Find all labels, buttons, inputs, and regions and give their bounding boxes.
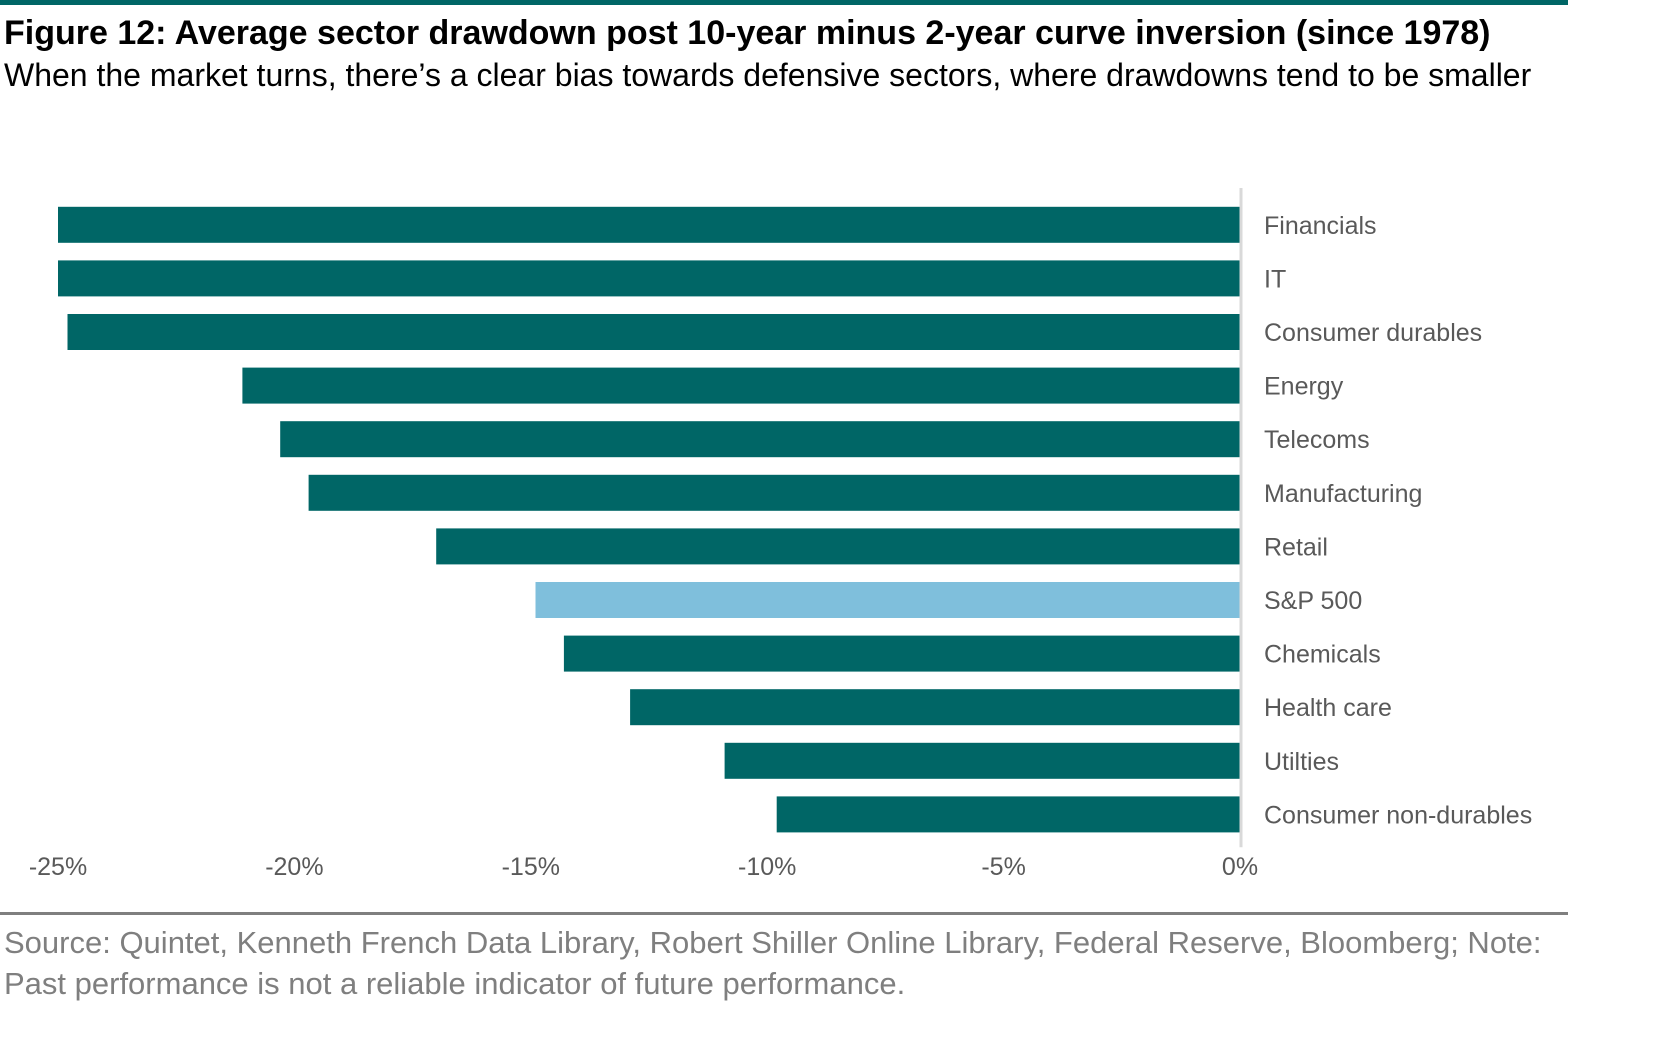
bar-chart: Financials IT Consumer durables Energy Telec… — [29, 188, 1532, 881]
category-label: Retail — [1264, 533, 1328, 561]
category-label: Utilties — [1264, 748, 1339, 776]
bar-utilties — [724, 742, 1240, 779]
bar-consumer-durables — [67, 314, 1240, 350]
x-tick-label: -20% — [265, 853, 323, 881]
category-label: Consumer non-durables — [1264, 801, 1532, 829]
bar-telecoms — [280, 421, 1240, 458]
bottom-rule — [0, 912, 1568, 915]
bar-financials — [58, 206, 1240, 243]
category-label: Chemicals — [1264, 641, 1381, 669]
bar-retail — [436, 528, 1240, 565]
bar-it — [58, 260, 1240, 297]
x-tick-label: -15% — [502, 853, 560, 881]
category-label: Energy — [1264, 373, 1344, 401]
category-label: S&P 500 — [1264, 587, 1362, 615]
x-tick-label: 0% — [1222, 853, 1258, 881]
top-rule — [0, 0, 1568, 5]
bar-energy — [242, 367, 1240, 404]
category-label: IT — [1264, 265, 1286, 293]
bar-chemicals — [563, 635, 1240, 672]
category-label: Financials — [1264, 212, 1377, 240]
category-label: Telecoms — [1264, 426, 1370, 454]
chart-title: Figure 12: Average sector drawdown post … — [4, 14, 1491, 52]
x-tick-label: -10% — [738, 853, 796, 881]
category-label: Manufacturing — [1264, 480, 1422, 508]
chart-subtitle: When the market turns, there’s a clear b… — [4, 57, 1532, 93]
x-tick-label: -25% — [29, 853, 87, 881]
x-tick-label: -5% — [981, 853, 1025, 881]
category-label: Consumer durables — [1264, 319, 1482, 347]
bar-manufacturing — [308, 474, 1241, 511]
bar-s-p-500 — [535, 582, 1240, 618]
source-note: Source: Quintet, Kenneth French Data Lib… — [4, 925, 1542, 1001]
bar-consumer-non-durables — [776, 796, 1240, 833]
bar-health-care — [630, 689, 1240, 726]
category-label: Health care — [1264, 694, 1392, 722]
